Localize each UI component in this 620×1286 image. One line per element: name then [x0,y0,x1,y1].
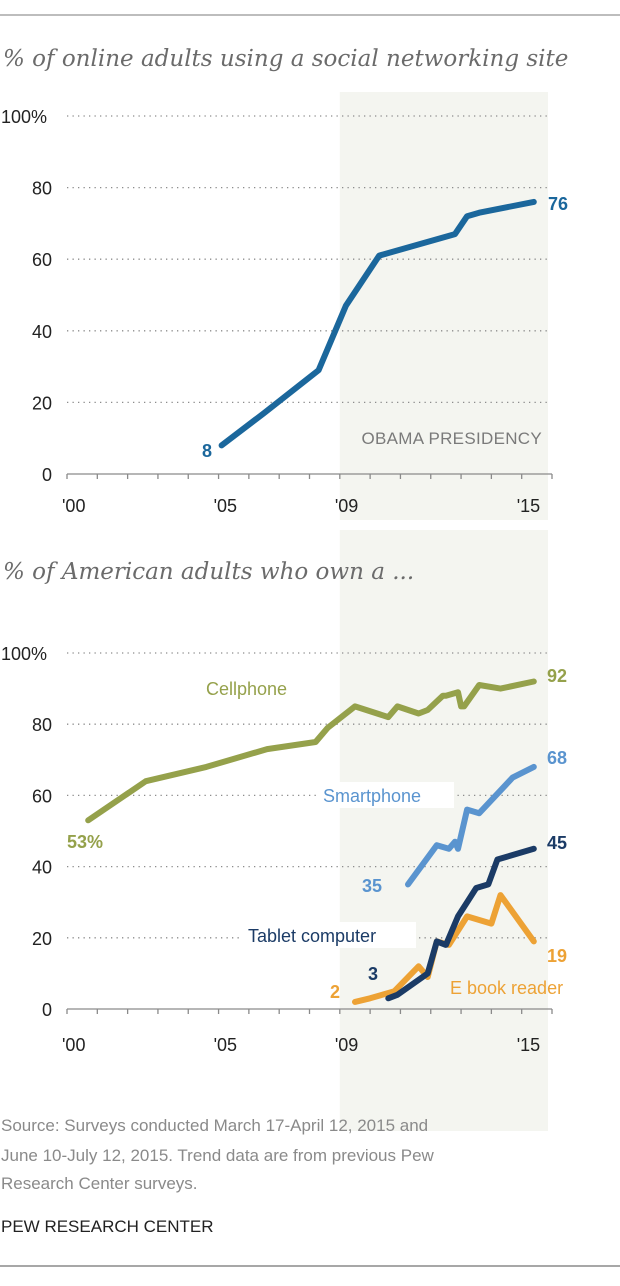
y-tick-label: 100% [1,644,47,664]
social-networking-chart: % of online adults using a social networ… [1,46,568,520]
ebook-start-label: 2 [330,982,340,1002]
y-tick-label: 0 [42,1000,52,1020]
footer: Source: Surveys conducted March 17-April… [0,1116,620,1267]
tablet-start-label: 3 [368,964,378,984]
y-tick-label: 100% [1,107,47,127]
source-note-line-2: June 10-July 12, 2015. Trend data are fr… [1,1146,435,1165]
tablet-label-bg [240,922,416,948]
series-line-cellphone [85,678,537,824]
y-tick-label: 80 [32,715,52,735]
y-tick-label: 80 [32,179,52,199]
obama-presidency-shading [339,92,548,520]
x-tick-label: '00 [62,496,85,516]
source-note-line-1: Source: Surveys conducted March 17-April… [1,1116,428,1135]
source-note-line-3: Research Center surveys. [1,1174,198,1193]
series-line-smartphone [405,763,537,888]
y-tick-label: 20 [32,929,52,949]
x-tick-label: '15 [517,1035,540,1055]
series-line-tablet-computer [385,845,537,1002]
cellphone-start-label: 53% [67,832,103,852]
ebook-end-label: 19 [547,946,567,966]
tablet-series-label: Tablet computer [248,926,376,946]
device-ownership-chart: % of American adults who own a ... 0 20 40… [1,530,567,1131]
smartphone-label-bg [318,782,454,808]
y-tick-label: 40 [32,858,52,878]
x-tick-label: '15 [517,496,540,516]
x-tick-label: '09 [335,1035,358,1055]
smartphone-start-label: 35 [362,876,382,896]
end-value-label: 76 [548,194,568,214]
smartphone-end-label: 68 [547,748,567,768]
x-tick-label: '09 [335,496,358,516]
chart-subtitle: % of online adults using a social networ… [3,46,568,72]
y-tick-label: 60 [32,250,52,270]
pew-research-center-credit: PEW RESEARCH CENTER [1,1217,214,1236]
obama-presidency-shading [339,530,548,1131]
y-tick-label: 40 [32,322,52,342]
y-tick-label: 20 [32,393,52,413]
cellphone-series-label: Cellphone [206,679,287,699]
ebook-series-label: E book reader [450,978,563,998]
smartphone-series-label: Smartphone [323,786,421,806]
start-value-label: 8 [202,441,212,461]
chart-subtitle: % of American adults who own a ... [3,559,414,585]
x-tick-label: '00 [62,1035,85,1055]
y-tick-label: 60 [32,786,52,806]
tablet-end-label: 45 [547,833,567,853]
y-tick-label: 0 [42,465,52,485]
x-tick-label: '05 [214,1035,237,1055]
obama-presidency-label: OBAMA PRESIDENCY [361,429,542,448]
x-tick-label: '05 [214,496,237,516]
cellphone-end-label: 92 [547,666,567,686]
series-line-social-networking-site-users [218,198,537,449]
